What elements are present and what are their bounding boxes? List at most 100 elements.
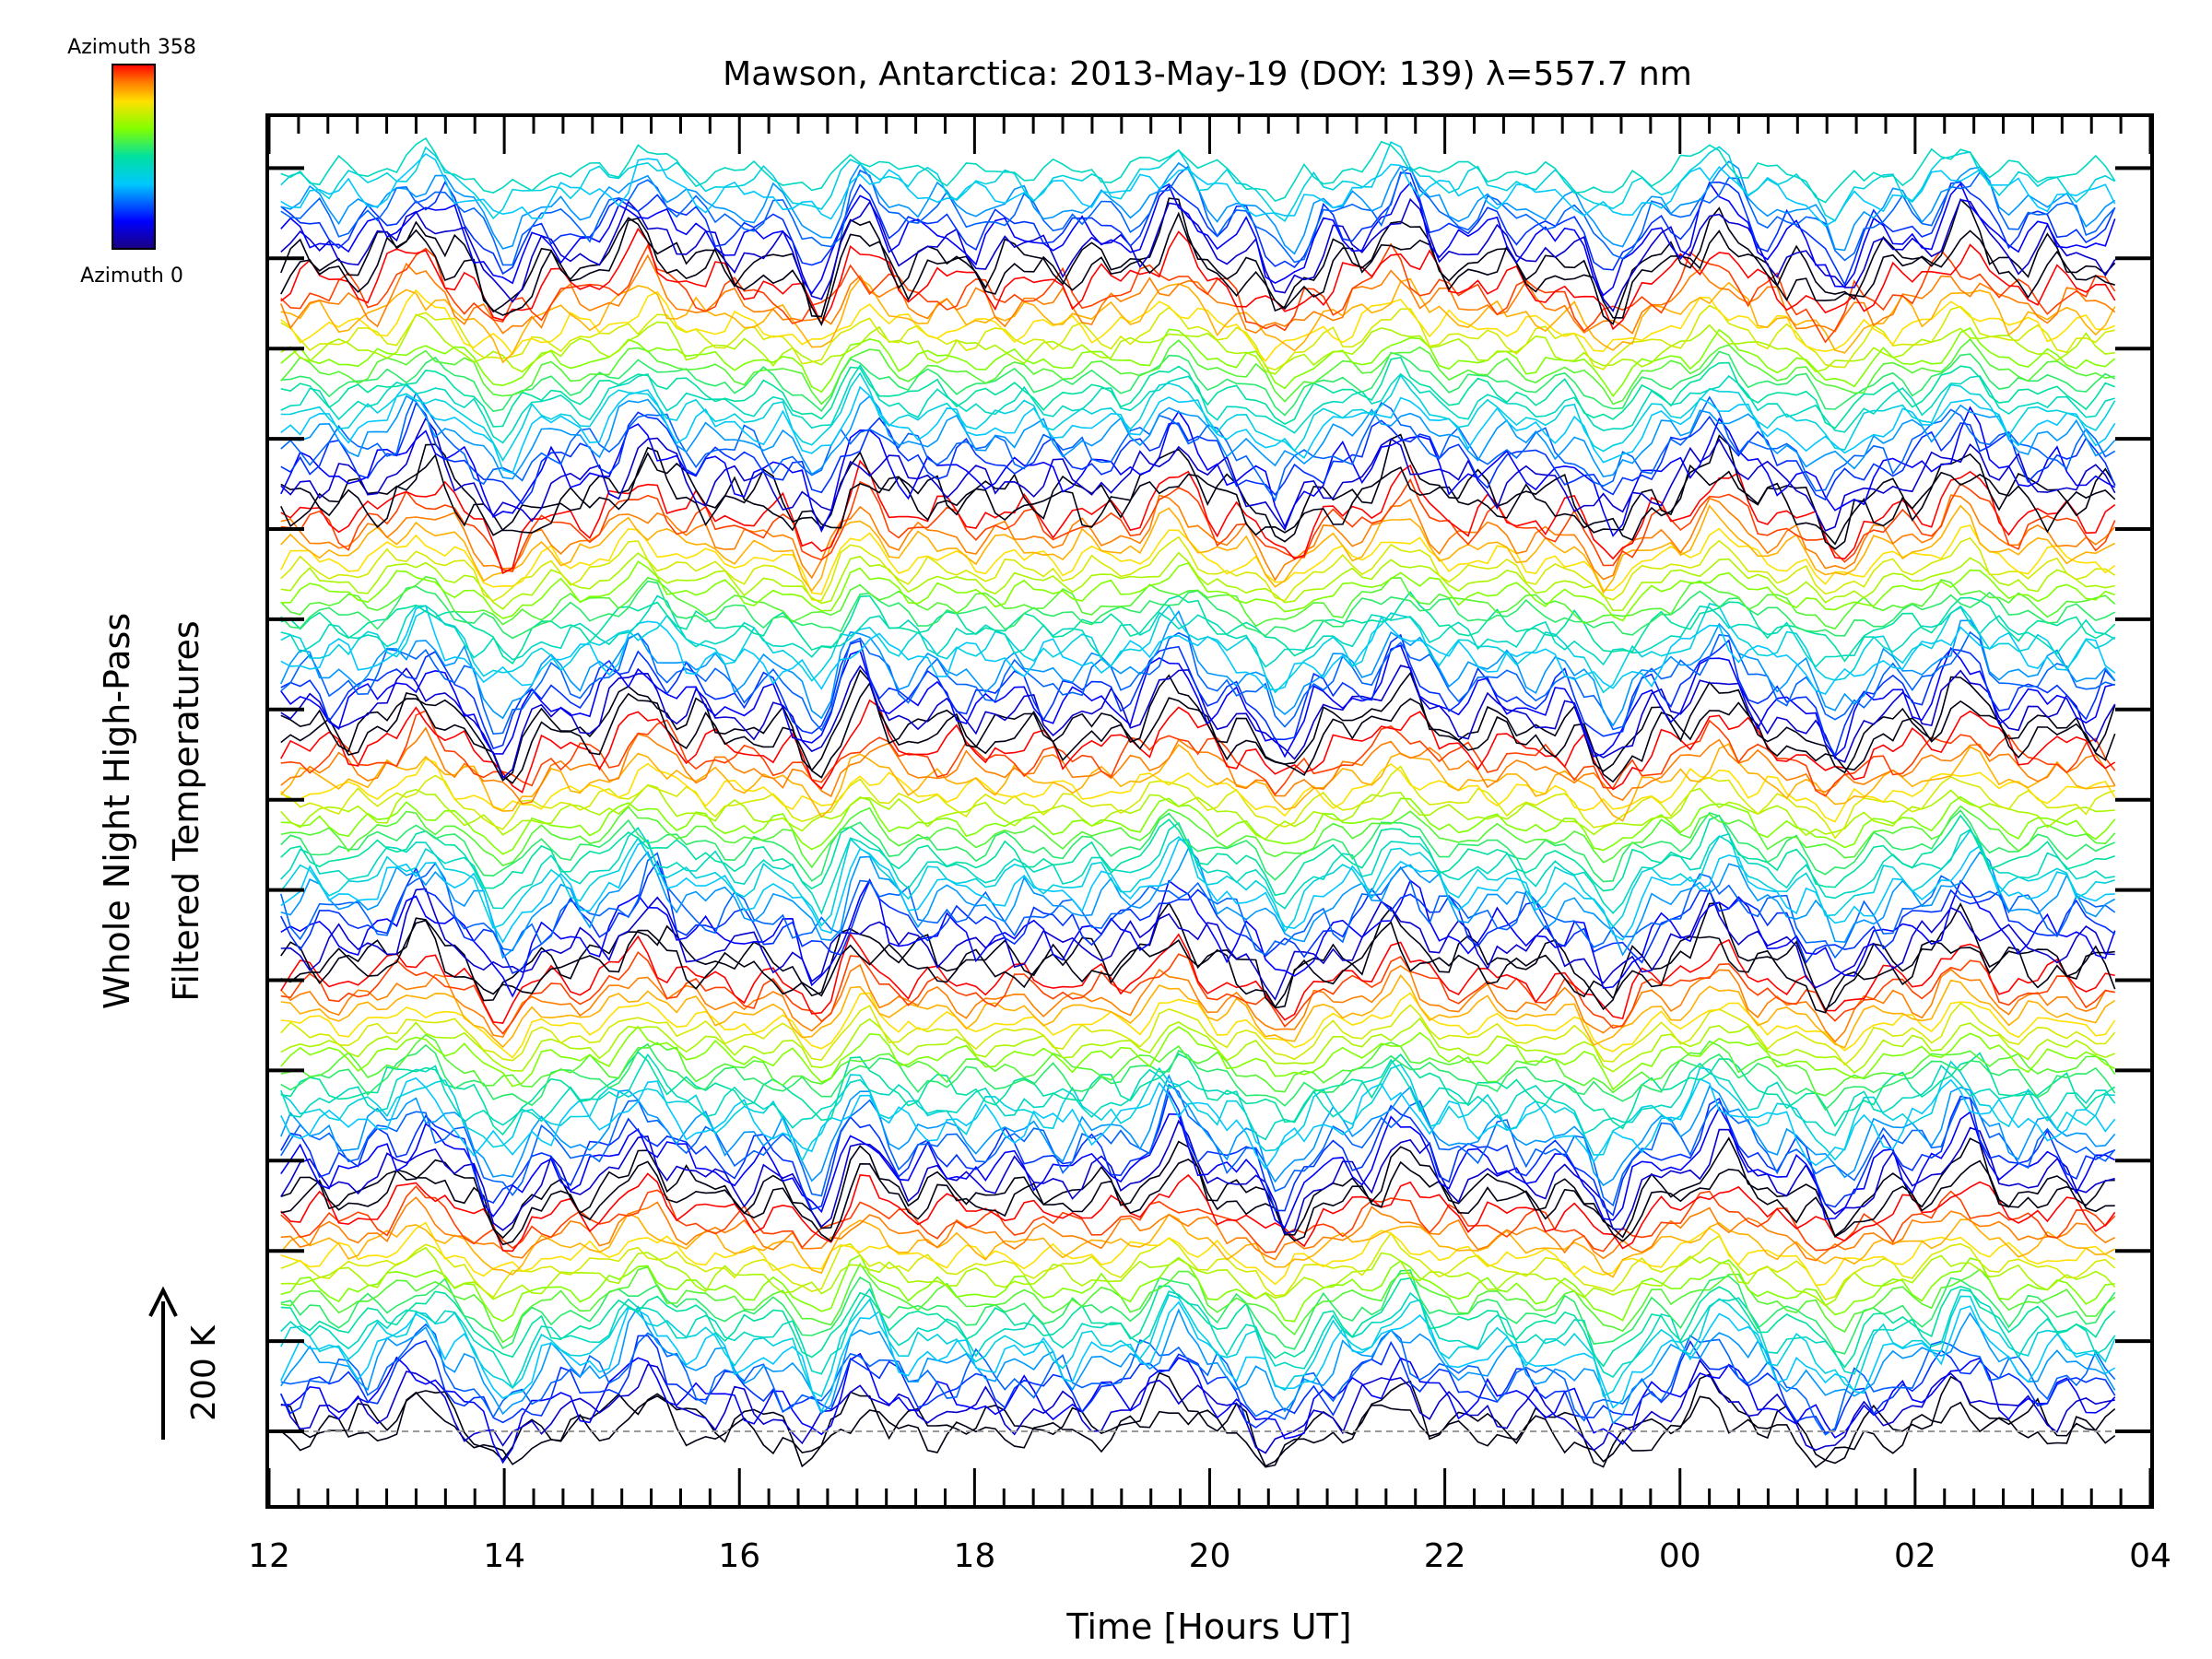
series-line (280, 433, 2116, 550)
y-axis-label-line1: Whole Night High-Pass (97, 613, 137, 1009)
series-traces (280, 137, 2116, 1469)
x-tick-label: 00 (1659, 1537, 1701, 1575)
series-line (280, 1033, 2116, 1097)
series-line (280, 1136, 2115, 1240)
series-line (280, 950, 2115, 1035)
series-line (280, 535, 2116, 602)
series-line (280, 1196, 2116, 1262)
series-line (280, 805, 2116, 869)
series-line (280, 152, 2116, 228)
series-line (280, 524, 2116, 595)
series-line (280, 1288, 2116, 1390)
series-line (280, 560, 2115, 622)
series-line (280, 277, 2116, 364)
series-line (280, 227, 2116, 331)
series-line (280, 594, 2116, 668)
series-line (280, 1391, 2116, 1469)
series-line (280, 743, 2115, 822)
series-line (280, 137, 2116, 204)
series-line (280, 326, 2116, 398)
colorbar-bottom-label: Azimuth 0 (80, 265, 183, 288)
series-line (280, 609, 2116, 727)
series-line (280, 765, 2115, 840)
series-line (280, 726, 2116, 805)
series-line (280, 160, 2116, 255)
series-line (280, 551, 2115, 612)
series-line (280, 197, 2116, 325)
series-line (280, 1294, 2116, 1398)
series-line (280, 1051, 2116, 1135)
series-line (280, 710, 2116, 797)
series-line (280, 1060, 2115, 1162)
colorbar-top-label: Azimuth 358 (67, 36, 196, 59)
series-line (280, 477, 2116, 572)
series-line (280, 1253, 2115, 1323)
series-line (280, 391, 2116, 502)
series-line (280, 1172, 2116, 1253)
series-line (280, 644, 2115, 759)
series-line (280, 504, 2116, 594)
series-line (280, 1106, 2116, 1230)
series-line (280, 1269, 2116, 1355)
series-line (280, 288, 2115, 362)
series-line (280, 1305, 2116, 1425)
x-tick-label: 04 (2129, 1537, 2171, 1575)
plot-frame (265, 113, 2154, 1509)
series-line (280, 860, 2116, 974)
series-line (280, 1089, 2116, 1217)
series-line (280, 1119, 2115, 1235)
series-line (280, 350, 2116, 417)
series-line (280, 783, 2115, 841)
series-line (280, 839, 2115, 944)
series-line (280, 681, 2116, 784)
series-line (280, 1371, 2116, 1468)
series-line (280, 1053, 2116, 1141)
scale-arrow (148, 1286, 178, 1440)
chart-title: Mawson, Antarctica: 2013-May-19 (DOY: 13… (723, 55, 1692, 93)
series-line (280, 253, 2116, 335)
series-line (280, 1300, 2116, 1414)
series-line (280, 394, 2116, 480)
series-line (280, 371, 2116, 463)
x-axis-label: Time [Hours UT] (1065, 1606, 1351, 1647)
series-line (280, 1077, 2116, 1170)
series-line (280, 829, 2115, 934)
x-tick-label: 20 (1189, 1537, 1231, 1575)
series-line (280, 1025, 2116, 1091)
series-line (280, 304, 2115, 371)
series-line (280, 1017, 2115, 1074)
x-tick-label: 18 (953, 1537, 995, 1575)
x-tick-label: 22 (1424, 1537, 1466, 1575)
series-line (280, 602, 2116, 694)
series-line (280, 141, 2116, 223)
x-tick-label: 02 (1894, 1537, 1936, 1575)
series-line (280, 1083, 2116, 1207)
series-line (280, 809, 2116, 883)
series-line (280, 459, 2116, 575)
series-line (280, 364, 2115, 444)
series-line (280, 406, 2116, 537)
series-line (280, 401, 2116, 505)
colorbar (112, 64, 156, 250)
series-line (280, 417, 2116, 532)
series-line (280, 877, 2116, 998)
series-line (280, 1042, 2116, 1112)
series-line (280, 382, 2116, 475)
series-line (280, 1212, 2116, 1278)
series-line (280, 1352, 2116, 1465)
series-line (280, 211, 2115, 327)
series-line (280, 973, 2116, 1049)
series-line (280, 1002, 2116, 1066)
series-line (280, 901, 2115, 1011)
series-line (280, 1335, 2116, 1434)
series-line (280, 1221, 2116, 1287)
x-tick-label: 14 (483, 1537, 525, 1575)
y-axis-label-line2: Filtered Temperatures (166, 620, 206, 1001)
series-line (280, 591, 2116, 665)
series-line (280, 633, 2116, 758)
series-line (280, 814, 2115, 897)
series-line (280, 992, 2116, 1059)
series-line (280, 494, 2116, 582)
series-line (280, 446, 2116, 546)
series-line (280, 313, 2115, 375)
